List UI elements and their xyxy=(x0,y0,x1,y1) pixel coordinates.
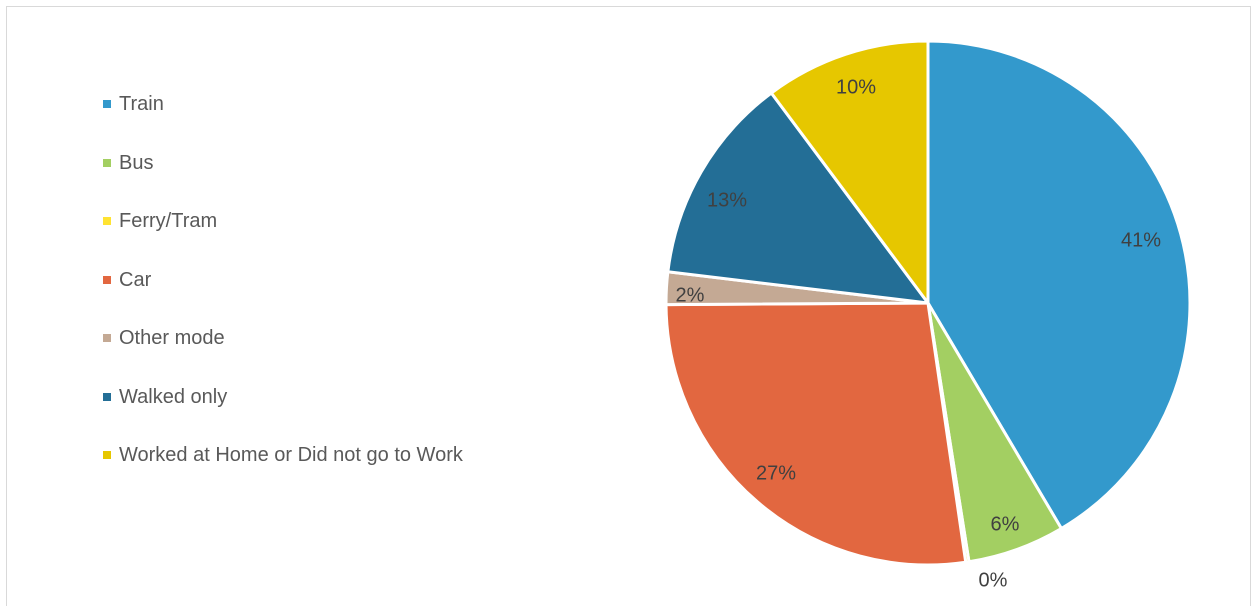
legend-item-walked-only: Walked only xyxy=(103,368,463,427)
legend-swatch-worked-at-home xyxy=(103,451,111,460)
pie-slice-car xyxy=(664,301,968,567)
legend-item-train: Train xyxy=(103,75,463,134)
legend-label-worked-at-home: Worked at Home or Did not go to Work xyxy=(119,444,463,467)
legend-label-bus: Bus xyxy=(119,151,154,174)
legend: Train Bus Ferry/Tram Car Other mode Walk… xyxy=(103,75,463,485)
pie-slice-worked-at-home-or-did-not-go-to-work xyxy=(769,39,930,305)
legend-label-other-mode: Other mode xyxy=(119,327,225,350)
data-label-other-mode: 2% xyxy=(676,284,705,306)
legend-swatch-walked-only xyxy=(103,392,111,401)
legend-item-worked-at-home: Worked at Home or Did not go to Work xyxy=(103,426,463,485)
pie-slice-walked-only xyxy=(666,91,930,305)
legend-swatch-other-mode xyxy=(103,334,111,343)
data-label-bus: 6% xyxy=(991,513,1020,535)
legend-swatch-bus xyxy=(103,158,111,167)
legend-item-bus: Bus xyxy=(103,134,463,193)
legend-label-ferry-tram: Ferry/Tram xyxy=(119,210,218,233)
data-label-walked-only: 13% xyxy=(707,189,747,211)
legend-label-car: Car xyxy=(119,268,152,291)
data-label-worked-at-home-or-did-not-go-to-work: 10% xyxy=(836,76,876,98)
legend-swatch-train xyxy=(103,100,111,109)
legend-item-ferry-tram: Ferry/Tram xyxy=(103,192,463,251)
legend-swatch-ferry-tram xyxy=(103,217,111,226)
legend-item-other-mode: Other mode xyxy=(103,309,463,368)
data-label-car: 27% xyxy=(756,462,796,484)
legend-label-walked-only: Walked only xyxy=(119,385,228,408)
legend-label-train: Train xyxy=(119,93,164,116)
data-label-ferry-tram: 0% xyxy=(979,569,1008,591)
pie-slice-train xyxy=(926,39,1192,531)
data-label-train: 41% xyxy=(1121,229,1161,251)
legend-swatch-car xyxy=(103,275,111,284)
legend-item-car: Car xyxy=(103,251,463,310)
